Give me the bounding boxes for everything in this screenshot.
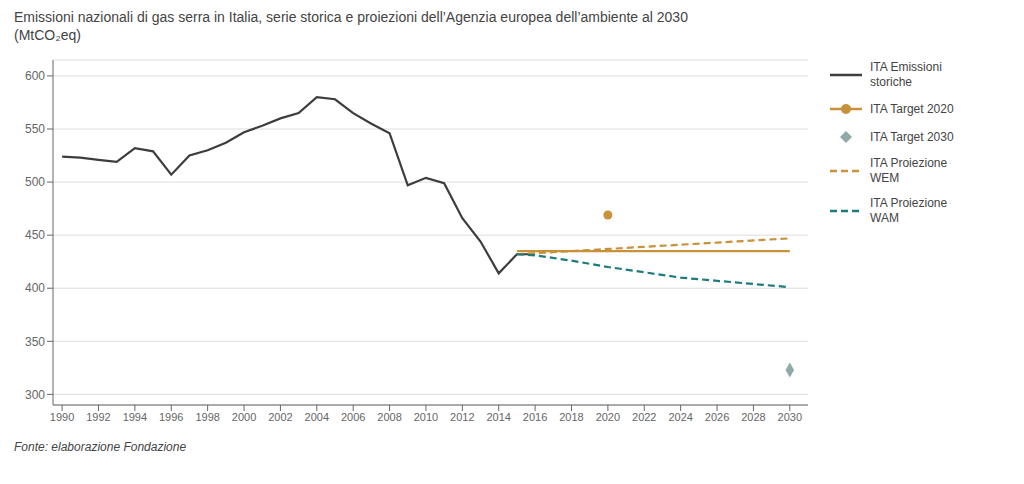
html-text:ITA Target 2030: ITA Target 2030	[870, 129, 954, 144]
svg-text:2004: 2004	[305, 411, 329, 423]
svg-text:2018: 2018	[559, 411, 583, 423]
svg-text:600: 600	[25, 69, 45, 83]
svg-text:500: 500	[25, 175, 45, 189]
html-text:Fonte: elaborazione Fondazione: Fonte: elaborazione Fondazione	[14, 440, 187, 454]
html-text:ITA Emissioni storiche: ITA Emissioni storiche	[870, 60, 942, 89]
html-text:ITA Proiezione WEM: ITA Proiezione WEM	[870, 156, 948, 185]
svg-text:2014: 2014	[486, 411, 510, 423]
svg-text:2006: 2006	[341, 411, 365, 423]
svg-text:550: 550	[25, 122, 45, 136]
svg-text:2000: 2000	[232, 411, 256, 423]
svg-text:2026: 2026	[705, 411, 729, 423]
svg-text:2024: 2024	[668, 411, 692, 423]
svg-text:2016: 2016	[523, 411, 547, 423]
svg-text:450: 450	[25, 228, 45, 242]
svg-text:1990: 1990	[50, 411, 74, 423]
html-text:Emissioni nazionali di gas ser: Emissioni nazionali di gas serra in Ital…	[14, 9, 688, 25]
svg-text:2002: 2002	[268, 411, 292, 423]
html-text:(MtCO₂eq): (MtCO₂eq)	[14, 27, 81, 43]
svg-text:400: 400	[25, 281, 45, 295]
svg-text:350: 350	[25, 335, 45, 349]
html-text:ITA Target 2020: ITA Target 2020	[870, 101, 954, 116]
svg-text:2030: 2030	[778, 411, 802, 423]
svg-text:2022: 2022	[632, 411, 656, 423]
svg-text:1996: 1996	[159, 411, 183, 423]
svg-text:2020: 2020	[596, 411, 620, 423]
svg-text:2010: 2010	[414, 411, 438, 423]
svg-text:2008: 2008	[377, 411, 401, 423]
svg-text:2028: 2028	[741, 411, 765, 423]
svg-text:2012: 2012	[450, 411, 474, 423]
svg-text:300: 300	[25, 388, 45, 402]
svg-text:1992: 1992	[86, 411, 110, 423]
html-text:ITA Proiezione WAM: ITA Proiezione WAM	[870, 196, 948, 225]
svg-text:1994: 1994	[123, 411, 147, 423]
svg-text:1998: 1998	[195, 411, 219, 423]
